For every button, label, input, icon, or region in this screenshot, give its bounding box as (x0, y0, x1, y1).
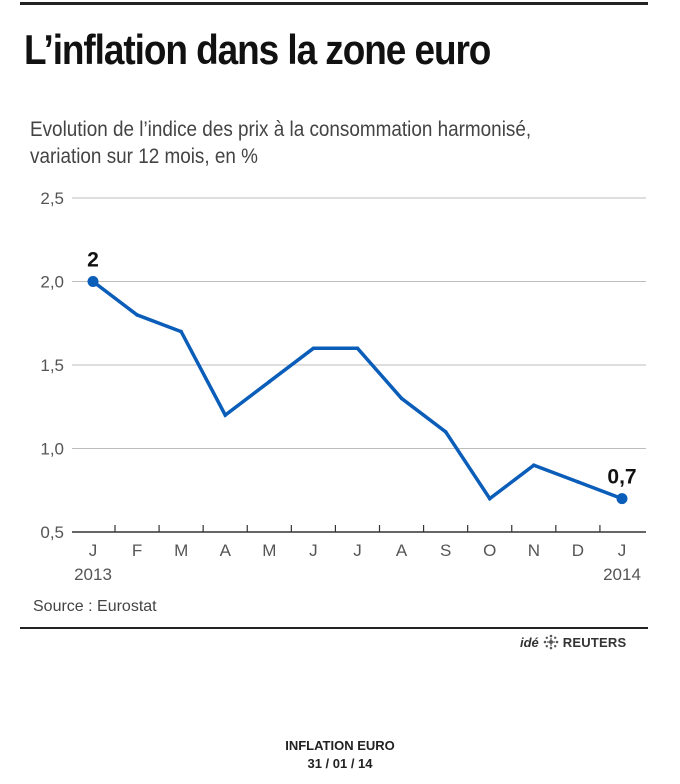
x-tick-label: D (572, 541, 584, 560)
data-label: 0,7 (607, 466, 636, 489)
chart-title: L’inflation dans la zone euro (24, 26, 491, 73)
series-line (91, 279, 624, 502)
x-tick-label: J (89, 541, 98, 560)
x-tick-label: J (309, 541, 318, 560)
data-point (223, 413, 228, 417)
data-point (267, 379, 272, 384)
data-point (311, 346, 316, 351)
data-point (135, 313, 139, 317)
subtitle-line-1: Evolution de l’indice des prix à la cons… (30, 118, 532, 141)
graphic-name: INFLATION EURO (285, 738, 395, 753)
y-tick-label: 1,0 (40, 440, 64, 459)
reuters-logo-icon (543, 634, 559, 650)
brand-prefix: idé (520, 634, 539, 650)
graphic-footer: INFLATION EURO 31 / 01 / 14 (0, 737, 680, 773)
x-tick-label: J (353, 541, 362, 560)
x-tick-label: M (174, 541, 188, 560)
x-tick-label: M (262, 541, 276, 560)
line-chart: 0,5 1,0 1,5 2,0 2,5 J F M A M J J A S O N D J 2013 2014 2 0,7 (40, 189, 646, 584)
subtitle-line-2: variation sur 12 mois, en % (30, 145, 258, 168)
data-point (399, 396, 404, 401)
data-point (532, 463, 536, 468)
x-tick-label: S (440, 541, 451, 560)
x-tick-label: A (220, 541, 232, 560)
x-tick-label: F (132, 541, 142, 560)
x-tick-label: J (618, 541, 627, 560)
data-point (179, 329, 183, 334)
x-year-label: 2013 (74, 565, 112, 584)
x-tick-label: A (396, 541, 408, 560)
data-point (355, 346, 360, 351)
highlighted-data-point (616, 493, 628, 505)
top-rule (20, 2, 648, 5)
data-point (576, 480, 580, 484)
y-tick-label: 2,0 (40, 273, 64, 292)
chart-subtitle: Evolution de l’indice des prix à la cons… (30, 116, 615, 170)
highlighted-data-point (87, 276, 99, 287)
data-label: 2 (87, 249, 99, 272)
y-tick-label: 0,5 (40, 523, 64, 542)
graphic-date: 31 / 01 / 14 (307, 756, 373, 771)
reuters-brand: idé REUTERS (520, 632, 626, 652)
data-point (443, 430, 448, 434)
x-tick-label: N (528, 541, 540, 560)
x-tick-label: O (483, 541, 496, 560)
source-note: Source : Eurostat (33, 598, 157, 615)
data-point (487, 496, 492, 501)
y-tick-label: 2,5 (40, 189, 64, 208)
brand-name: REUTERS (562, 634, 627, 650)
y-tick-label: 1,5 (40, 356, 64, 375)
x-year-label: 2014 (603, 565, 641, 584)
bottom-rule (20, 627, 648, 629)
